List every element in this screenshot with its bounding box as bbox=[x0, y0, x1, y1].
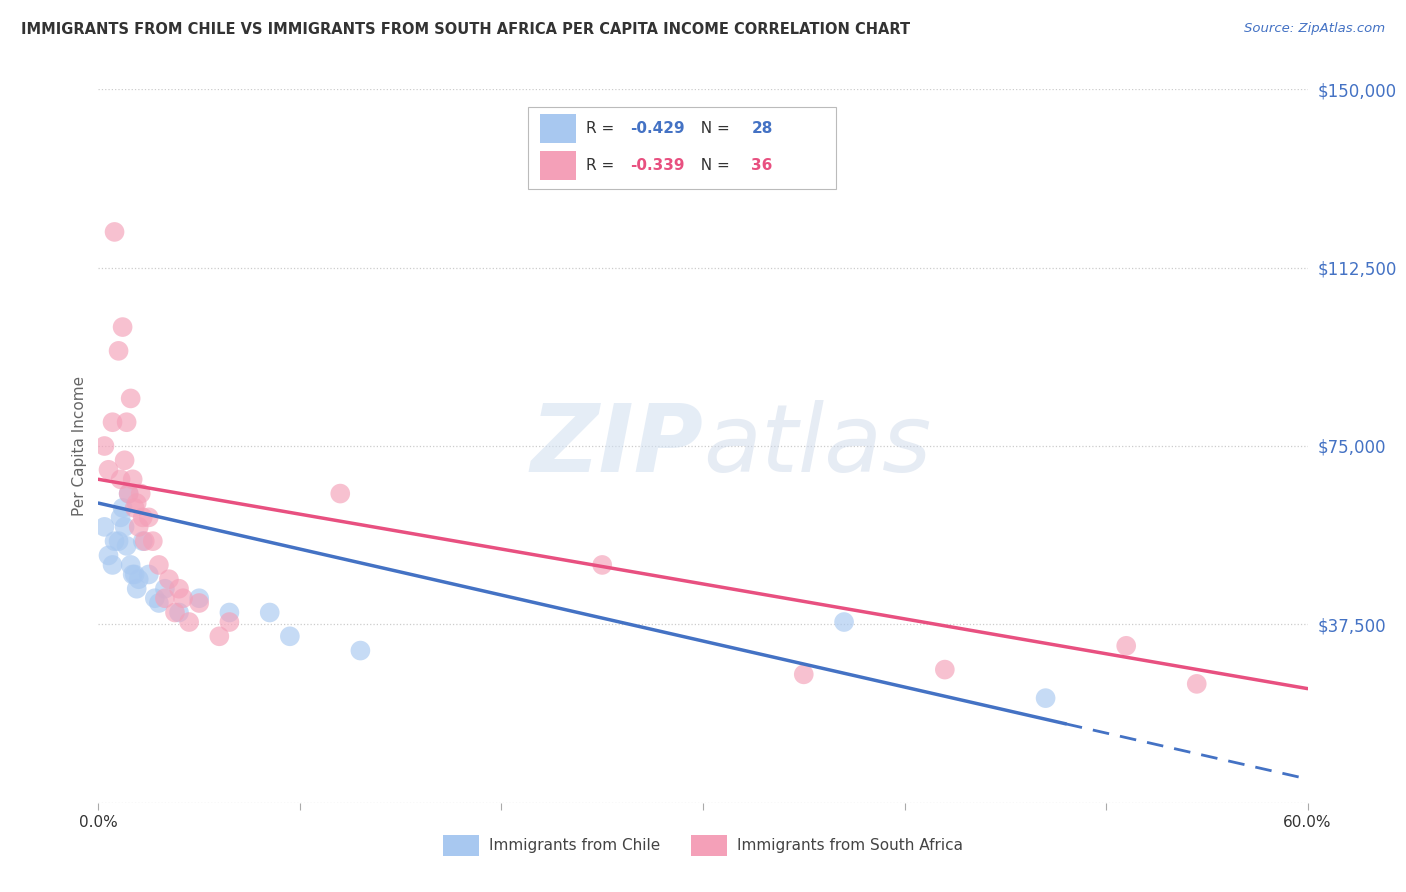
FancyBboxPatch shape bbox=[690, 835, 727, 856]
Point bbox=[218, 606, 240, 620]
Text: R =: R = bbox=[586, 158, 619, 173]
Text: 28: 28 bbox=[751, 121, 773, 136]
Point bbox=[1185, 677, 1208, 691]
Point bbox=[163, 606, 186, 620]
Point bbox=[128, 572, 150, 586]
Point bbox=[110, 510, 132, 524]
Point bbox=[172, 591, 194, 606]
Text: atlas: atlas bbox=[703, 401, 931, 491]
Text: Immigrants from South Africa: Immigrants from South Africa bbox=[737, 838, 963, 853]
Point bbox=[115, 539, 138, 553]
Point bbox=[101, 558, 124, 572]
FancyBboxPatch shape bbox=[527, 107, 837, 189]
Point bbox=[114, 520, 136, 534]
Point bbox=[167, 582, 190, 596]
Point bbox=[142, 534, 165, 549]
Point bbox=[111, 320, 134, 334]
Point bbox=[153, 591, 176, 606]
Point bbox=[111, 500, 134, 515]
Text: -0.429: -0.429 bbox=[630, 121, 685, 136]
Point bbox=[121, 567, 143, 582]
Point bbox=[125, 582, 148, 596]
Point bbox=[101, 415, 124, 429]
Text: N =: N = bbox=[690, 121, 734, 136]
Point bbox=[125, 496, 148, 510]
Point bbox=[329, 486, 352, 500]
Text: IMMIGRANTS FROM CHILE VS IMMIGRANTS FROM SOUTH AFRICA PER CAPITA INCOME CORRELAT: IMMIGRANTS FROM CHILE VS IMMIGRANTS FROM… bbox=[21, 22, 910, 37]
Point bbox=[124, 567, 146, 582]
Point bbox=[138, 510, 160, 524]
Point bbox=[148, 558, 170, 572]
Point bbox=[1035, 691, 1057, 706]
FancyBboxPatch shape bbox=[540, 114, 576, 143]
Point bbox=[278, 629, 301, 643]
Point bbox=[93, 439, 115, 453]
Point bbox=[132, 510, 155, 524]
Y-axis label: Per Capita Income: Per Capita Income bbox=[72, 376, 87, 516]
Point bbox=[208, 629, 231, 643]
Point bbox=[121, 472, 143, 486]
Point bbox=[832, 615, 855, 629]
Point bbox=[124, 500, 146, 515]
Point bbox=[97, 463, 120, 477]
Point bbox=[114, 453, 136, 467]
Text: R =: R = bbox=[586, 121, 619, 136]
Point bbox=[115, 415, 138, 429]
FancyBboxPatch shape bbox=[540, 152, 576, 180]
Point bbox=[138, 567, 160, 582]
Point bbox=[103, 225, 125, 239]
Point bbox=[218, 615, 240, 629]
Point bbox=[120, 392, 142, 406]
Point bbox=[259, 606, 281, 620]
Point bbox=[188, 591, 211, 606]
Point bbox=[93, 520, 115, 534]
Text: 36: 36 bbox=[751, 158, 773, 173]
Point bbox=[167, 606, 190, 620]
Text: Source: ZipAtlas.com: Source: ZipAtlas.com bbox=[1244, 22, 1385, 36]
Text: -0.339: -0.339 bbox=[630, 158, 685, 173]
Point bbox=[97, 549, 120, 563]
Point bbox=[118, 486, 141, 500]
Point bbox=[134, 534, 156, 549]
Point bbox=[129, 486, 152, 500]
Point bbox=[107, 343, 129, 358]
Point bbox=[591, 558, 613, 572]
Point bbox=[179, 615, 201, 629]
Point bbox=[128, 520, 150, 534]
Point bbox=[934, 663, 956, 677]
Point bbox=[153, 582, 176, 596]
Point bbox=[793, 667, 815, 681]
Point bbox=[120, 558, 142, 572]
FancyBboxPatch shape bbox=[443, 835, 479, 856]
Text: Immigrants from Chile: Immigrants from Chile bbox=[489, 838, 661, 853]
Point bbox=[1115, 639, 1137, 653]
Point bbox=[103, 534, 125, 549]
Point bbox=[132, 534, 155, 549]
Point bbox=[349, 643, 371, 657]
Point bbox=[107, 534, 129, 549]
Point bbox=[157, 572, 180, 586]
Text: ZIP: ZIP bbox=[530, 400, 703, 492]
Text: N =: N = bbox=[690, 158, 734, 173]
Point bbox=[110, 472, 132, 486]
Point bbox=[118, 486, 141, 500]
Point bbox=[148, 596, 170, 610]
Point bbox=[143, 591, 166, 606]
Point bbox=[188, 596, 211, 610]
